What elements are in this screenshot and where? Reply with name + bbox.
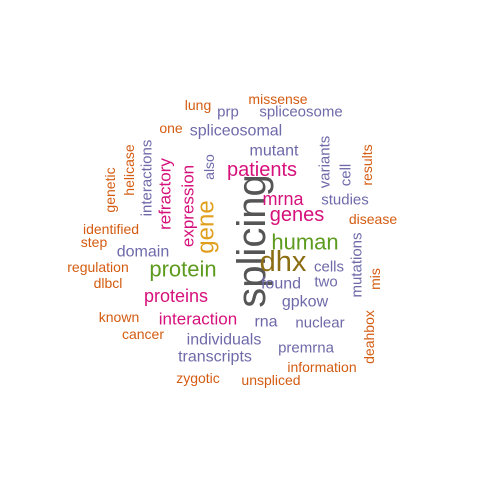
word-gpkow: gpkow xyxy=(282,294,329,311)
word-results: results xyxy=(359,144,375,185)
word-expression: expression xyxy=(179,165,198,247)
word-information: information xyxy=(287,359,356,375)
word-mrna: mrna xyxy=(262,189,304,209)
word-one: one xyxy=(159,120,183,136)
word-transcripts: transcripts xyxy=(178,349,252,366)
word-regulation: regulation xyxy=(67,259,129,275)
word-individuals: individuals xyxy=(187,332,262,349)
word-splicing: splicing xyxy=(230,174,274,307)
word-cancer: cancer xyxy=(122,326,164,342)
word-gene: gene xyxy=(193,200,220,253)
word-variants: variants xyxy=(317,136,334,189)
word-helicase: helicase xyxy=(121,144,137,196)
word-genes: genes xyxy=(270,204,325,226)
word-unspliced: unspliced xyxy=(241,372,300,388)
word-dhx: dhx xyxy=(260,246,307,278)
word-missense: missense xyxy=(248,91,307,107)
word-step: step xyxy=(81,234,108,250)
word-mis: mis xyxy=(367,268,383,290)
word-cell: cell xyxy=(338,164,355,187)
word-spliceosome: spliceosome xyxy=(259,104,342,121)
word-also: also xyxy=(201,154,217,180)
word-mutant: mutant xyxy=(250,143,299,160)
word-prp: prp xyxy=(217,104,239,121)
word-mutations: mutations xyxy=(349,232,366,297)
word-studies: studies xyxy=(321,192,369,209)
word-two: two xyxy=(314,274,337,291)
word-proteins: proteins xyxy=(144,286,208,306)
word-lung: lung xyxy=(185,97,211,113)
word-found: found xyxy=(261,276,301,293)
word-cells: cells xyxy=(314,259,344,276)
word-rna: rna xyxy=(254,314,277,331)
word-nuclear: nuclear xyxy=(295,315,344,332)
word-human: human xyxy=(271,230,338,255)
word-interactions: interactions xyxy=(139,140,156,217)
word-premrna: premrna xyxy=(278,340,335,357)
word-protein: protein xyxy=(149,257,216,282)
word-known: known xyxy=(99,309,139,325)
word-domain: domain xyxy=(117,244,169,261)
word-deahbox: deahbox xyxy=(361,310,377,364)
word-refractory: refractory xyxy=(156,158,175,230)
word-dlbcl: dlbcl xyxy=(94,275,123,291)
word-spliceosomal: spliceosomal xyxy=(190,123,282,140)
word-patients: patients xyxy=(227,159,297,181)
word-identified: identified xyxy=(83,221,139,237)
word-zygotic: zygotic xyxy=(176,370,220,386)
word-interaction: interaction xyxy=(159,310,237,329)
word-genetic: genetic xyxy=(102,167,118,212)
word-disease: disease xyxy=(349,211,397,227)
